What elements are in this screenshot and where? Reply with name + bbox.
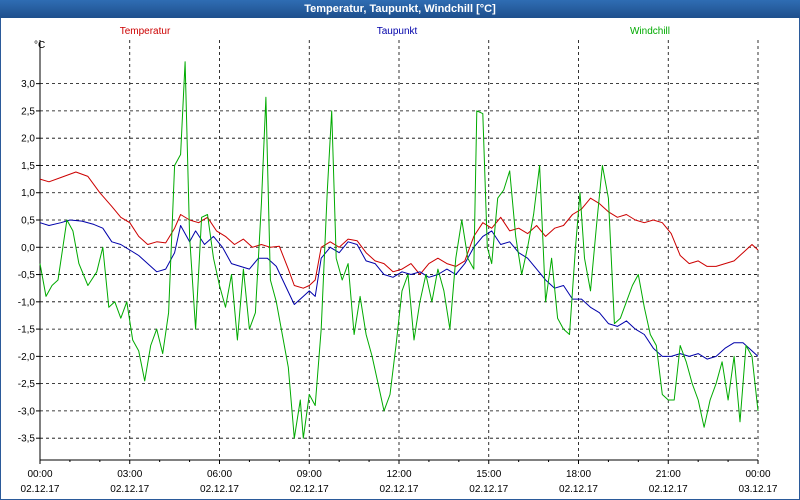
- y-tick-label: 2,0: [21, 134, 35, 145]
- y-tick-label: -3,0: [18, 406, 36, 417]
- axes: [36, 40, 759, 464]
- x-tick-date: 02.12.17: [380, 484, 419, 495]
- y-tick-label: 3,0: [21, 79, 35, 90]
- x-tick-date: 02.12.17: [200, 484, 239, 495]
- grid-lines: [40, 40, 759, 460]
- y-tick-label: -0,5: [18, 270, 36, 281]
- legend-entry-windchill: Windchill: [630, 26, 670, 37]
- x-tick-date: 02.12.17: [290, 484, 329, 495]
- x-tick-time: 21:00: [656, 469, 681, 480]
- legend-entry-taupunkt: Taupunkt: [377, 26, 418, 37]
- x-tick-time: 00:00: [27, 469, 52, 480]
- x-tick-date: 03.12.17: [739, 484, 778, 495]
- x-tick-time: 00:00: [745, 469, 770, 480]
- series-line-temperatur: [39, 171, 759, 289]
- y-tick-label: -2,0: [18, 352, 36, 363]
- x-tick-time: 09:00: [297, 469, 322, 480]
- x-tick-time: 18:00: [566, 469, 591, 480]
- x-tick-time: 03:00: [117, 469, 142, 480]
- legend: Temperatur Taupunkt Windchill: [120, 26, 670, 37]
- x-tick-date: 02.12.17: [649, 484, 688, 495]
- x-axis-tick-labels: 00:00 02.12.17 03:00 02.12.17 06:00 02.12.17 0…: [21, 469, 778, 495]
- y-tick-label: 0,5: [21, 216, 35, 227]
- y-tick-label: 0,0: [21, 243, 35, 254]
- y-tick-label: 1,0: [21, 188, 35, 199]
- x-tick-date: 02.12.17: [559, 484, 598, 495]
- y-tick-label: -1,5: [18, 325, 36, 336]
- series-line-windchill: [39, 61, 759, 439]
- y-axis-unit: °C: [34, 40, 45, 51]
- y-axis-tick-labels: 3,0 2,5 2,0 1,5 1,0 0,5 0,0 -0,5 -1,0 -1,5 -2,0 -2,…: [18, 79, 36, 445]
- y-tick-label: -1,0: [18, 297, 36, 308]
- legend-entry-temperatur: Temperatur: [120, 26, 171, 37]
- y-tick-label: -3,5: [18, 434, 36, 445]
- x-tick-time: 15:00: [476, 469, 501, 480]
- x-tick-date: 02.12.17: [110, 484, 149, 495]
- series-line-taupunkt: [39, 219, 759, 360]
- x-tick-time: 12:00: [386, 469, 411, 480]
- y-tick-label: 1,5: [21, 161, 35, 172]
- chart-title: Temperatur, Taupunkt, Windchill [°C]: [0, 0, 800, 18]
- y-tick-label: -2,5: [18, 379, 36, 390]
- x-tick-date: 02.12.17: [21, 484, 60, 495]
- x-tick-date: 02.12.17: [469, 484, 508, 495]
- series-lines: [39, 61, 759, 439]
- x-tick-time: 06:00: [207, 469, 232, 480]
- y-tick-label: 2,5: [21, 106, 35, 117]
